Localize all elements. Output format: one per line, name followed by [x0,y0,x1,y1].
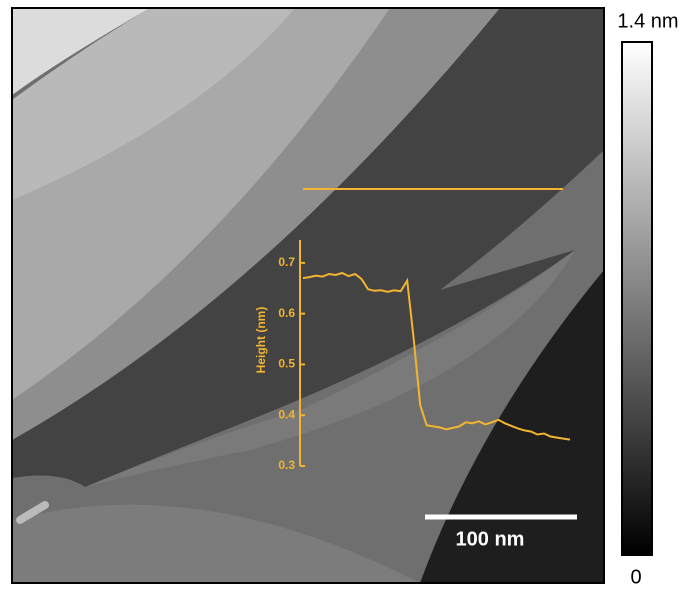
y-tick-label: 0.5 [278,357,295,371]
y-tick-label: 0.4 [278,407,295,421]
colorbar-max: 1.4 nm [617,10,678,32]
colorbar-min: 0 [630,566,641,588]
scale-bar-label: 100 nm [456,528,525,550]
y-tick-label: 0.7 [278,255,295,269]
colorbar [622,42,652,555]
y-axis-label: Height (nm) [254,307,268,374]
figure: 100 nm 1.4 nm 0 Height (nm) 0.3 0.4 0.5 0.6… [0,0,694,591]
y-tick-label: 0.6 [278,306,295,320]
y-tick-label: 0.3 [278,458,295,472]
afm-image [12,8,604,583]
